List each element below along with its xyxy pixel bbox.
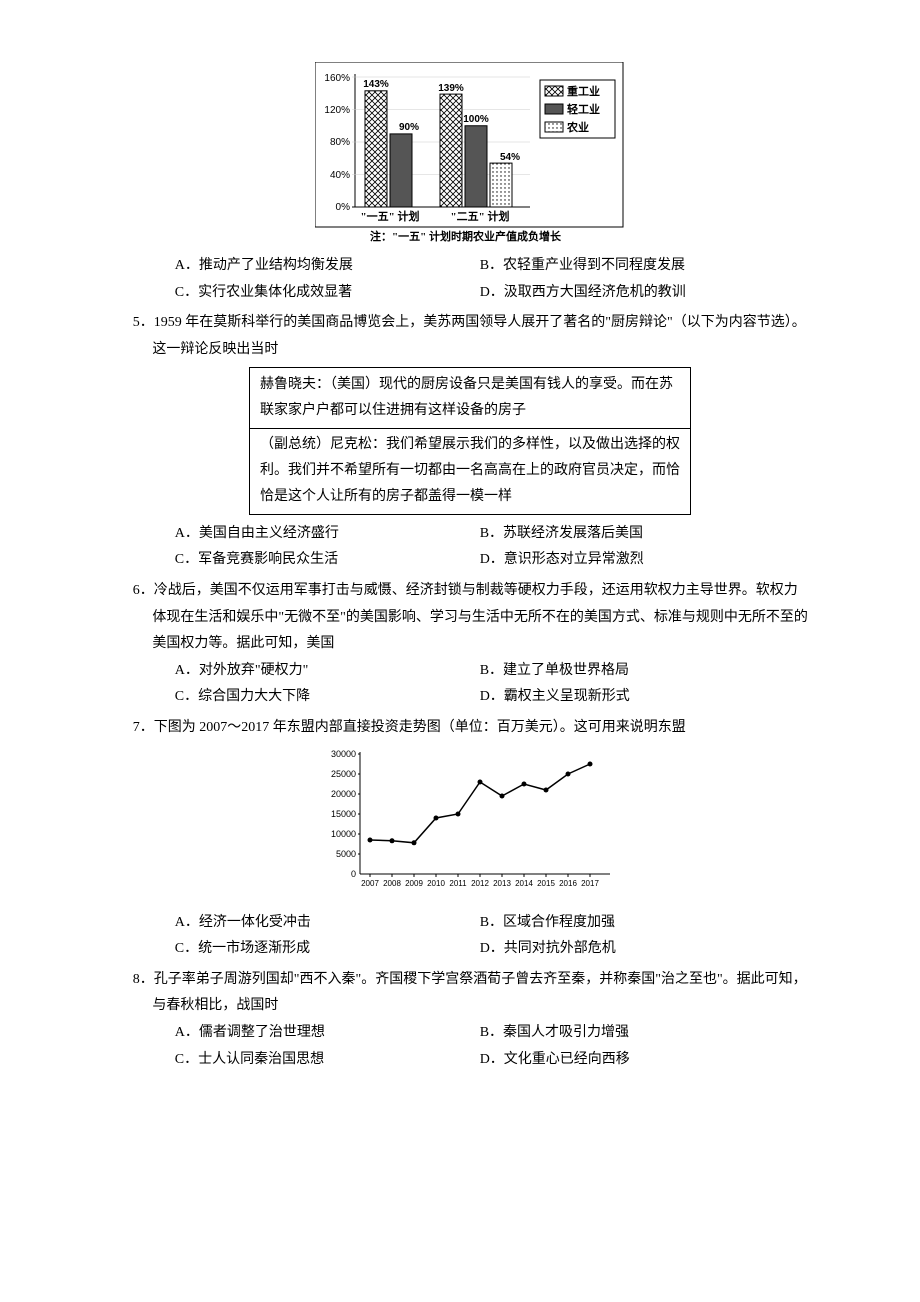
svg-text:2009: 2009 [405,879,423,888]
q4-opt-d: D．汲取西方大国经济危机的教训 [480,280,810,307]
q6-opt-c: C．综合国力大大下降 [175,684,480,711]
svg-text:30000: 30000 [331,749,356,759]
q5-stem: 5．1959 年在莫斯科举行的美国商品博览会上，美苏两国领导人展开了著名的"厨房… [133,310,810,363]
q8-opt-c: C．士人认同秦治国思想 [175,1047,480,1074]
svg-text:40%: 40% [330,170,350,181]
svg-text:"二五" 计划: "二五" 计划 [451,209,510,223]
svg-text:100%: 100% [463,114,489,125]
svg-text:2008: 2008 [383,879,401,888]
q8-stem: 8．孔子率弟子周游列国却"西不入秦"。齐国稷下学宫祭酒荀子曾去齐至秦，并称秦国"… [133,967,810,1020]
q8-opt-b: B．秦国人才吸引力增强 [480,1020,810,1047]
q7-opt-c: C．统一市场逐渐形成 [175,936,480,963]
chart-note: 注："一五" 计划时期农业产值成负增长 [370,229,562,243]
q6-opt-d: D．霸权主义呈现新形式 [480,684,810,711]
svg-text:143%: 143% [363,79,389,90]
svg-text:重工业: 重工业 [567,84,600,98]
svg-text:0%: 0% [336,202,351,213]
q8: 8．孔子率弟子周游列国却"西不入秦"。齐国稷下学宫祭酒荀子曾去齐至秦，并称秦国"… [130,967,810,1073]
svg-text:10000: 10000 [331,829,356,839]
svg-text:15000: 15000 [331,809,356,819]
q6-opt-a: A．对外放弃"硬权力" [175,658,480,685]
svg-text:2013: 2013 [493,879,511,888]
svg-text:2011: 2011 [449,879,467,888]
svg-text:54%: 54% [500,152,520,163]
q4-chart: 0% 40% 80% 120% 160% 143% 90% 139% 100% … [130,62,810,247]
q6: 6．冷战后，美国不仅运用军事打击与威慑、经济封锁与制裁等硬权力手段，还运用软权力… [130,578,810,711]
q7: 7．下图为 2007～2017 年东盟内部直接投资走势图（单位：百万美元）。这可… [130,715,810,963]
q7-opt-a: A．经济一体化受冲击 [175,910,480,937]
q5: 5．1959 年在莫斯科举行的美国商品博览会上，美苏两国领导人展开了著名的"厨房… [130,310,810,574]
q4-options: A．推动产了业结构均衡发展 B．农轻重产业得到不同程度发展 C．实行农业集体化成… [130,253,810,306]
svg-text:5000: 5000 [336,849,356,859]
svg-text:25000: 25000 [331,769,356,779]
svg-text:90%: 90% [399,122,419,133]
q5-quote1: 赫鲁晓夫：（美国）现代的厨房设备只是美国有钱人的享受。而在苏联家家户户都可以住进… [249,367,691,429]
svg-text:农业: 农业 [566,120,589,134]
q7-chart: 0 5000 10000 15000 20000 25000 30000 200… [130,744,810,904]
svg-text:2010: 2010 [427,879,445,888]
svg-text:2014: 2014 [515,879,533,888]
svg-text:160%: 160% [324,73,350,84]
svg-text:2015: 2015 [537,879,555,888]
q4-opt-c: C．实行农业集体化成效显著 [175,280,480,307]
q8-opt-a: A．儒者调整了治世理想 [175,1020,480,1047]
svg-text:2016: 2016 [559,879,577,888]
svg-text:（年）: （年） [616,877,620,888]
svg-text:2012: 2012 [471,879,489,888]
q7-opt-b: B．区域合作程度加强 [480,910,810,937]
q8-opt-d: D．文化重心已经向西移 [480,1047,810,1074]
bar-chart-svg: 0% 40% 80% 120% 160% 143% 90% 139% 100% … [315,62,625,247]
svg-text:2017: 2017 [581,879,599,888]
svg-text:80%: 80% [330,137,350,148]
line-chart-svg: 0 5000 10000 15000 20000 25000 30000 200… [320,744,620,904]
svg-text:轻工业: 轻工业 [567,102,600,116]
svg-text:20000: 20000 [331,789,356,799]
q5-opt-c: C．军备竞赛影响民众生活 [175,547,480,574]
q5-opt-b: B．苏联经济发展落后美国 [480,521,810,548]
svg-text:2007: 2007 [361,879,379,888]
svg-text:0: 0 [351,869,356,879]
q4-opt-b: B．农轻重产业得到不同程度发展 [480,253,810,280]
q4-opt-a: A．推动产了业结构均衡发展 [175,253,480,280]
q5-quote2: （副总统）尼克松：我们希望展示我们的多样性，以及做出选择的权利。我们并不希望所有… [249,428,691,515]
q5-opt-a: A．美国自由主义经济盛行 [175,521,480,548]
svg-text:139%: 139% [438,83,464,94]
q6-stem: 6．冷战后，美国不仅运用军事打击与威慑、经济封锁与制裁等硬权力手段，还运用软权力… [133,578,810,658]
q6-opt-b: B．建立了单极世界格局 [480,658,810,685]
q7-stem: 7．下图为 2007～2017 年东盟内部直接投资走势图（单位：百万美元）。这可… [133,715,810,742]
svg-text:120%: 120% [324,105,350,116]
q5-opt-d: D．意识形态对立异常激烈 [480,547,810,574]
q7-opt-d: D．共同对抗外部危机 [480,936,810,963]
svg-text:"一五" 计划: "一五" 计划 [361,209,420,223]
